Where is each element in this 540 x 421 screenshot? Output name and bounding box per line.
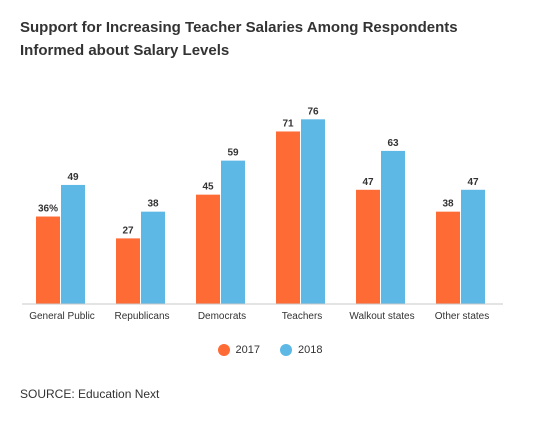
legend: 2017 2018: [0, 344, 540, 356]
data-label-2018-teachers: 76: [307, 106, 319, 117]
bar-2018-democrats: [221, 160, 245, 304]
data-label-2018-other-states: 47: [467, 177, 479, 188]
legend-swatch-2018: [280, 344, 292, 356]
bar-2018-republicans: [141, 211, 165, 304]
legend-swatch-2017: [217, 344, 230, 356]
bars-layer: [36, 119, 485, 304]
data-label-2017-other-states: 38: [442, 199, 454, 210]
data-label-2017-general-public: 36%: [38, 204, 58, 215]
data-label-2017-democrats: 45: [202, 182, 214, 193]
bar-2018-other-states: [461, 189, 485, 304]
x-tick-labels-layer: General Public Republicans Democrats Teache…: [29, 311, 489, 322]
data-label-2017-teachers: 71: [282, 118, 294, 129]
chart-title: Support for Increasing Teacher Salaries …: [20, 19, 458, 59]
x-tick-label-walkout-states: Walkout states: [349, 311, 414, 322]
bar-2017-general-public: [36, 216, 60, 304]
bar-2017-other-states: [436, 211, 460, 304]
bar-2017-republicans: [116, 238, 140, 304]
data-label-2018-walkout-states: 63: [387, 138, 399, 149]
legend-item-2018[interactable]: 2018: [280, 344, 322, 356]
data-label-2017-walkout-states: 47: [362, 177, 374, 188]
legend-label-2017: 2017: [235, 344, 260, 356]
data-label-2018-republicans: 38: [147, 199, 159, 210]
bar-2017-teachers: [276, 131, 300, 304]
data-label-2017-republicans: 27: [122, 225, 134, 236]
source-note: SOURCE: Education Next: [20, 387, 160, 401]
data-labels-layer: 36% 49 27 38 45 59 71 76 47 63 38 47: [38, 106, 479, 236]
x-tick-label-other-states: Other states: [435, 311, 489, 322]
x-tick-label-democrats: Democrats: [198, 311, 246, 322]
x-tick-label-teachers: Teachers: [282, 311, 323, 322]
bar-2018-walkout-states: [381, 150, 405, 304]
bar-2017-walkout-states: [356, 189, 380, 304]
x-tick-label-republicans: Republicans: [114, 311, 169, 322]
data-label-2018-democrats: 59: [227, 148, 239, 159]
bar-2017-democrats: [196, 194, 220, 304]
x-tick-label-general-public: General Public: [29, 311, 95, 322]
bar-2018-general-public: [61, 184, 85, 304]
legend-item-2017[interactable]: 2017: [217, 344, 260, 356]
data-label-2018-general-public: 49: [67, 172, 79, 183]
bar-2018-teachers: [301, 119, 325, 304]
legend-label-2018: 2018: [298, 344, 323, 356]
